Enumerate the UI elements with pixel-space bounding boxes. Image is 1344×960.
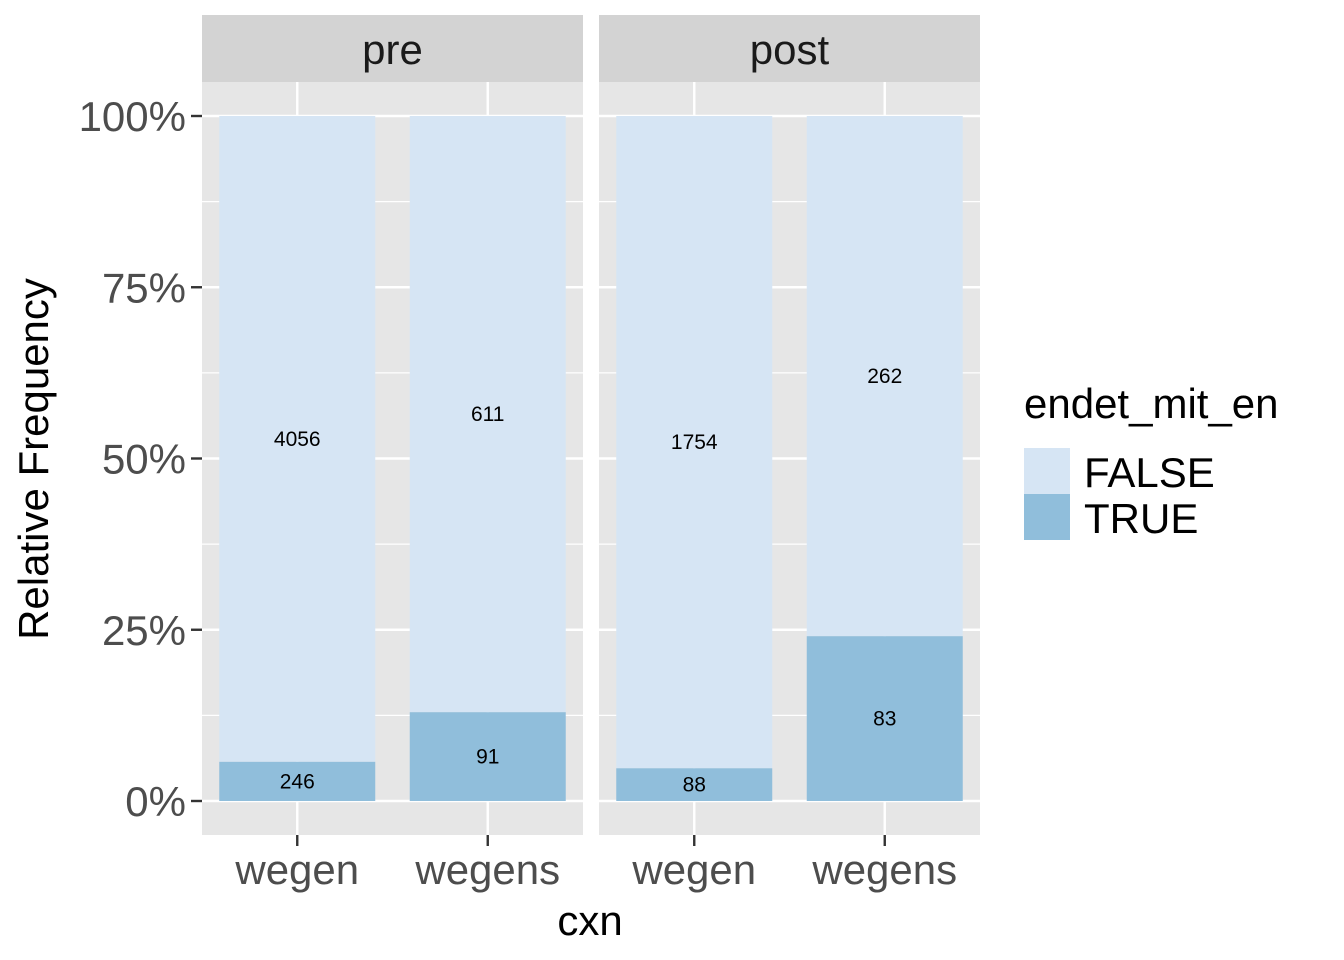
bar-post-wegens-false [806, 116, 963, 637]
bar-label-true: 88 [683, 774, 706, 797]
bar-label-true: 91 [476, 746, 499, 769]
bar-label-false: 611 [471, 403, 504, 426]
legend-key-true [1024, 494, 1070, 540]
bar-pre-wegen-false [219, 116, 376, 762]
facet-panel-pre: 246 4056 wegen 91 611 wegens pre [202, 15, 583, 893]
bar-post-wegen-true [616, 768, 773, 801]
y-tick-label: 25% [102, 607, 186, 654]
y-tick-label: 0% [125, 778, 186, 825]
bar-label-true: 83 [873, 708, 896, 731]
bar-post-wegens-true [806, 636, 963, 801]
legend-key-false [1024, 448, 1070, 494]
x-tick-label: wegen [234, 846, 359, 893]
x-tick-label: wegens [811, 846, 957, 893]
x-axis-title: cxn [557, 897, 622, 944]
bar-pre-wegens-true [409, 712, 566, 801]
facet-panel-post: 88 1754 wegen 83 262 wegens post [599, 15, 980, 893]
legend-title: endet_mit_en [1024, 380, 1279, 427]
y-tick-label: 75% [102, 264, 186, 311]
bar-pre-wegen-true [219, 761, 376, 801]
facet-strip-label: post [750, 26, 830, 73]
bar-label-false: 262 [867, 365, 902, 388]
facet-strip [599, 15, 980, 82]
facet-strip-label: pre [362, 26, 423, 73]
y-tick-label: 50% [102, 436, 186, 483]
bar-label-false: 1754 [671, 431, 718, 454]
x-tick-label: wegen [631, 846, 756, 893]
x-tick-label: wegens [414, 846, 560, 893]
y-axis-title: Relative Frequency [10, 278, 57, 640]
y-tick-label: 100% [79, 93, 186, 140]
bar-label-false: 4056 [274, 428, 321, 451]
bar-pre-wegens-false [409, 116, 566, 713]
bar-post-wegen-false [616, 116, 773, 769]
legend-label-false: FALSE [1084, 449, 1215, 496]
legend-label-true: TRUE [1084, 495, 1198, 542]
facet-strip [202, 15, 583, 82]
bar-label-true: 246 [280, 770, 315, 793]
